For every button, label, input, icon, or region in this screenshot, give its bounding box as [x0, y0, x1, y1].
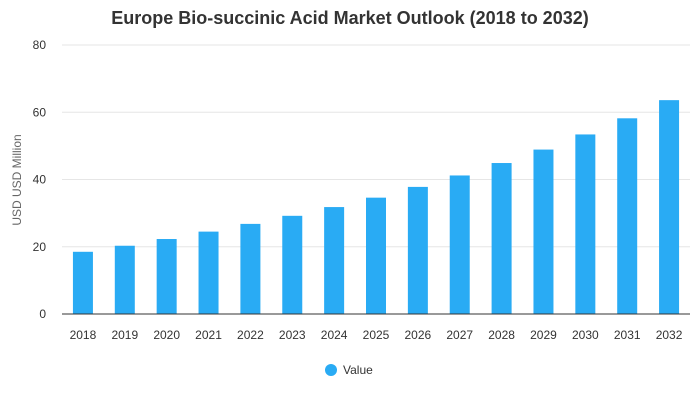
bar[interactable] [533, 149, 554, 314]
bar[interactable] [240, 223, 261, 314]
y-tick-label: 20 [33, 240, 47, 254]
y-axis-ticks: 0 20 40 60 80 [33, 38, 47, 321]
x-tick-label: 2031 [614, 328, 641, 342]
bar[interactable] [575, 134, 596, 314]
bar[interactable] [156, 239, 177, 314]
bar[interactable] [491, 163, 512, 314]
bar[interactable] [114, 245, 135, 314]
x-tick-label: 2027 [446, 328, 473, 342]
x-tick-label: 2025 [363, 328, 390, 342]
bar[interactable] [366, 197, 386, 314]
x-tick-label: 2022 [237, 328, 264, 342]
x-tick-label: 2023 [279, 328, 306, 342]
bar[interactable] [617, 118, 638, 315]
x-tick-label: 2020 [153, 328, 180, 342]
chart-title: Europe Bio-succinic Acid Market Outlook … [111, 8, 589, 28]
bar[interactable] [324, 207, 345, 314]
x-axis-ticks: 2018 2019 2020 2021 2022 2023 2024 2025 2026 2027… [70, 328, 683, 342]
x-tick-label: 2029 [530, 328, 557, 342]
bar[interactable] [198, 231, 219, 314]
y-tick-label: 80 [33, 38, 47, 52]
y-axis-title: USD USD Million [10, 134, 24, 225]
x-tick-label: 2026 [405, 328, 432, 342]
y-tick-label: 40 [33, 173, 47, 187]
bar[interactable] [407, 186, 428, 314]
x-tick-label: 2030 [572, 328, 599, 342]
x-tick-label: 2018 [70, 328, 97, 342]
bar[interactable] [449, 175, 470, 314]
legend-label: Value [343, 363, 373, 377]
x-tick-label: 2019 [111, 328, 138, 342]
legend[interactable]: Value [325, 363, 373, 377]
x-tick-label: 2028 [488, 328, 515, 342]
bar[interactable] [659, 100, 680, 315]
y-tick-label: 0 [39, 307, 46, 321]
bars [72, 100, 680, 315]
bar[interactable] [72, 251, 93, 314]
x-tick-label: 2024 [321, 328, 348, 342]
bar[interactable] [282, 215, 303, 314]
y-tick-label: 60 [33, 105, 47, 119]
x-tick-label: 2021 [195, 328, 222, 342]
legend-marker [325, 364, 337, 376]
x-tick-label: 2032 [656, 328, 683, 342]
